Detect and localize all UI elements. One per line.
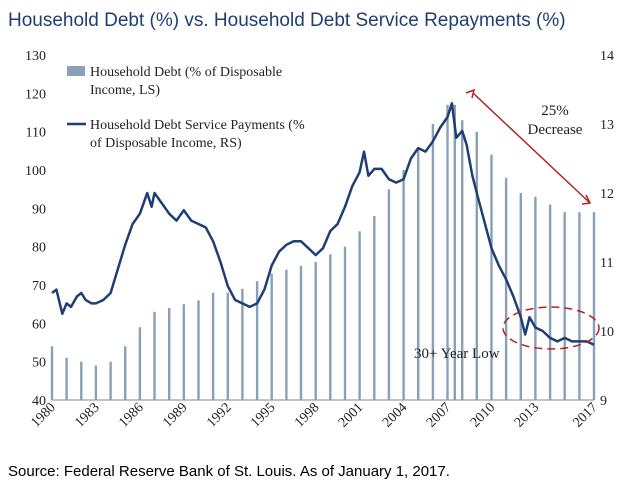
left-tick-50: 50 <box>32 356 46 371</box>
debt-bar-19 <box>329 254 332 400</box>
debt-bar-0 <box>50 346 54 400</box>
debt-bar-7 <box>153 311 156 400</box>
x-tick-1995: 1995 <box>248 400 278 430</box>
right-tick-9: 9 <box>600 394 607 409</box>
decrease-word: Decrease <box>528 122 583 138</box>
debt-bar-31 <box>490 154 493 400</box>
x-axis-ticks: 1980 1983 1986 1989 1992 1995 1998 2001 2004 2007… <box>28 400 600 430</box>
debt-bar-6 <box>138 327 142 400</box>
debt-bar-5 <box>124 346 127 400</box>
left-tick-120: 120 <box>25 87 46 102</box>
right-tick-10: 10 <box>600 325 614 340</box>
debt-bar-15 <box>270 273 273 400</box>
right-axis-ticks: 9 10 11 12 13 14 <box>600 49 614 409</box>
debt-bar-10 <box>197 300 200 400</box>
debt-bar-37 <box>578 212 581 400</box>
right-tick-13: 13 <box>600 118 614 133</box>
left-tick-90: 90 <box>32 202 46 217</box>
debt-bar-29 <box>461 120 464 400</box>
debt-bar-30 <box>475 131 478 400</box>
decrease-arrow-line <box>472 92 591 204</box>
debt-bar-36 <box>563 212 566 400</box>
chart-title: Household Debt (%) vs. Household Debt Se… <box>8 10 566 31</box>
debt-bar-13 <box>241 288 244 400</box>
left-tick-40: 40 <box>32 394 46 409</box>
x-tick-1986: 1986 <box>116 400 146 430</box>
debt-bars <box>50 104 596 401</box>
x-tick-2013: 2013 <box>512 400 542 430</box>
left-axis-ticks: 40 50 60 70 80 90 100 110 120 130 <box>25 49 46 409</box>
x-tick-2010: 2010 <box>468 400 498 430</box>
debt-bar-14 <box>255 281 259 400</box>
right-tick-11: 11 <box>600 256 613 271</box>
debt-bar-24 <box>402 170 405 400</box>
x-tick-2007: 2007 <box>424 400 454 430</box>
left-tick-70: 70 <box>32 279 46 294</box>
decrease-bracket-top <box>465 88 476 99</box>
low-circle <box>502 306 600 350</box>
decrease-percent: 25% <box>541 103 569 119</box>
debt-bar-23 <box>387 189 391 400</box>
legend-bars-swatch <box>67 66 85 76</box>
source-note: Source: Federal Reserve Bank of St. Loui… <box>8 463 450 480</box>
debt-bar-12 <box>226 292 229 400</box>
x-tick-2017: 2017 <box>570 400 600 430</box>
debt-bar-25 <box>417 147 420 400</box>
decrease-bracket-bottom <box>581 194 592 205</box>
debt-bar-4 <box>109 361 112 400</box>
left-tick-80: 80 <box>32 241 46 256</box>
debt-bar-26 <box>431 124 435 400</box>
x-tick-1989: 1989 <box>160 400 190 430</box>
right-tick-12: 12 <box>600 187 614 202</box>
debt-bar-35 <box>548 204 552 400</box>
debt-bar-20 <box>343 246 347 400</box>
right-tick-14: 14 <box>600 49 614 64</box>
debt-bar-27 <box>446 104 449 401</box>
debt-bar-1 <box>65 357 68 400</box>
left-tick-100: 100 <box>25 164 46 179</box>
legend-line-label-1: Household Debt Service Payments (% <box>90 118 305 133</box>
x-tick-1992: 1992 <box>204 400 234 430</box>
debt-bar-33 <box>519 193 522 400</box>
debt-bar-17 <box>299 265 303 400</box>
debt-bar-9 <box>182 304 185 400</box>
left-tick-60: 60 <box>32 317 46 332</box>
left-tick-110: 110 <box>26 126 46 141</box>
debt-bar-18 <box>314 262 317 400</box>
x-tick-2004: 2004 <box>380 400 410 430</box>
debt-bar-2 <box>80 361 83 400</box>
debt-bar-21 <box>358 231 361 400</box>
debt-bar-34 <box>534 196 537 400</box>
decrease-annotation: 25% Decrease <box>465 88 592 205</box>
legend-bars-label-1: Household Debt (% of Disposable <box>90 65 282 80</box>
debt-service-line <box>51 102 595 346</box>
debt-bar-28 <box>453 104 456 401</box>
x-tick-1983: 1983 <box>72 400 102 430</box>
legend: Household Debt (% of Disposable Income, … <box>67 65 305 151</box>
debt-bar-8 <box>168 308 171 400</box>
debt-bar-22 <box>373 216 376 400</box>
x-tick-1998: 1998 <box>292 400 322 430</box>
debt-bar-3 <box>94 365 98 400</box>
debt-bar-38 <box>592 212 596 400</box>
legend-bars-label-2: Income, LS) <box>90 83 160 98</box>
debt-bar-16 <box>285 269 288 400</box>
low-label: 30+ Year Low <box>414 346 500 362</box>
legend-line-label-2: of Disposable Income, RS) <box>90 136 242 151</box>
debt-bar-11 <box>211 292 215 400</box>
x-tick-2001: 2001 <box>336 400 366 430</box>
debt-bar-32 <box>504 177 508 400</box>
left-tick-130: 130 <box>25 49 46 64</box>
